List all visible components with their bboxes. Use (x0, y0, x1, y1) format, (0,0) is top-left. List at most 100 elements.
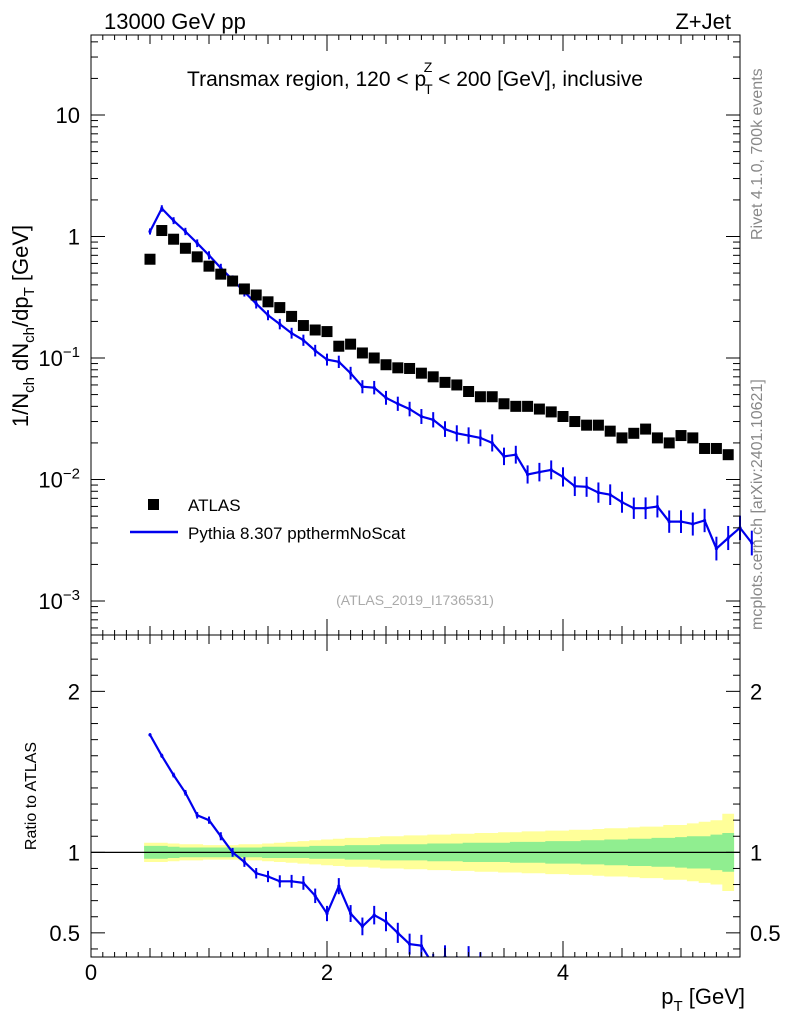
atlas-point (451, 379, 463, 391)
atlas-point (581, 419, 593, 431)
pythia-point (703, 518, 707, 523)
pythia-point (372, 386, 376, 390)
pythia-point (384, 396, 388, 400)
atlas-point (144, 253, 156, 265)
rivet-label: Rivet 4.1.0, 700k events (749, 68, 766, 240)
main-ytick-label: 10 (56, 103, 80, 128)
legend-atlas-label: ATLAS (188, 496, 241, 515)
process-label: Z+Jet (675, 9, 731, 34)
pythia-point (726, 536, 730, 540)
atlas-point (640, 423, 652, 435)
pythia-point (431, 418, 435, 422)
atlas-point (345, 338, 357, 350)
main-ytick-label: 10−1 (38, 344, 80, 371)
ratio-xlabel: pT [GeV] (661, 984, 745, 1015)
atlas-point (415, 367, 427, 379)
atlas-point (522, 400, 534, 412)
atlas-point (404, 362, 416, 374)
ratio-ylabel: Ratio to ATLAS (23, 742, 40, 850)
pythia-point (549, 468, 553, 472)
atlas-point (663, 437, 675, 449)
pythia-point (301, 338, 305, 342)
ratio-point (325, 911, 329, 916)
atlas-point (498, 398, 510, 410)
ratio-point (231, 850, 235, 854)
pythia-point (337, 360, 341, 364)
atlas-point (297, 320, 309, 332)
ratio-point (160, 754, 164, 758)
ratio-point (278, 879, 282, 883)
pythia-point (278, 322, 282, 326)
pythia-series-line (149, 206, 753, 551)
title-sub: T (424, 81, 433, 97)
main-panel: 10 1 10−1 10−2 10−3 Transmax region, 120 < p… (8, 34, 754, 636)
atlas-point (392, 362, 404, 374)
pythia-point (467, 433, 471, 438)
pythia-point (313, 349, 317, 353)
main-ytick-label: 10−3 (38, 587, 80, 614)
atlas-point (463, 386, 475, 398)
atlas-point (309, 324, 321, 336)
ratio-point (172, 773, 176, 777)
main-axes: 10 1 10−1 10−2 10−3 (38, 35, 741, 635)
ratio-point (219, 834, 223, 838)
atlas-point (262, 296, 274, 308)
ratio-xtick-label: 0 (85, 960, 97, 985)
atlas-point (545, 406, 557, 418)
pythia-point (620, 500, 624, 504)
atlas-point (356, 347, 368, 359)
ratio-point (372, 913, 376, 917)
atlas-point (238, 283, 250, 295)
ratio-xtick-label: 2 (321, 960, 333, 985)
atlas-point (651, 432, 663, 444)
ratio-point (479, 963, 482, 966)
ratio-point (455, 967, 458, 970)
atlas-point (533, 403, 545, 415)
pythia-point (537, 470, 542, 474)
ratio-point (419, 944, 423, 948)
pythia-point (514, 453, 518, 457)
pythia-point (408, 407, 412, 411)
title-sup: Z (424, 59, 433, 75)
ratio-point (242, 860, 246, 864)
pythia-point (655, 504, 660, 509)
legend-atlas-marker (148, 499, 159, 510)
pythia-point (750, 541, 754, 545)
ratio-point (195, 813, 199, 817)
atlas-point (699, 442, 711, 454)
atlas-point (675, 430, 687, 442)
ratio-plot-content (91, 733, 740, 970)
atlas-point (592, 419, 604, 431)
atlas-point (557, 411, 569, 423)
ratio-point (266, 874, 270, 879)
ratio-ytick-label: 1 (68, 840, 80, 865)
ratio-ytick-label-right: 2 (750, 679, 762, 704)
main-frame (90, 34, 741, 636)
ratio-point (313, 894, 317, 898)
pythia-point (419, 414, 423, 419)
atlas-point (227, 275, 239, 287)
pythia-point (573, 484, 577, 488)
atlas-point (604, 425, 616, 437)
atlas-point (628, 427, 640, 439)
mcplots-label: mcplots.cern.ch [arXiv:2401.10621] (749, 379, 766, 630)
main-ytick-label: 10−2 (38, 466, 80, 493)
atlas-point (179, 242, 191, 254)
pythia-point (183, 229, 187, 234)
pythia-point (608, 493, 612, 497)
ratio-panel: 0.5 0.5 1 1 2 2 0 2 4 Ratio to ATLAS pT [GeV] (23, 634, 781, 1015)
pythia-point (349, 371, 353, 375)
pythia-point (160, 206, 164, 211)
atlas-point (439, 376, 451, 388)
ratio-point (290, 879, 294, 883)
pythia-point (266, 313, 270, 317)
atlas-point (274, 302, 286, 314)
atlas-point (427, 371, 439, 383)
atlas-point (168, 233, 180, 245)
ratio-axes: 0.5 0.5 1 1 2 2 0 2 4 (49, 635, 781, 985)
atlas-point (215, 268, 227, 280)
ratio-ytick-label: 2 (68, 679, 80, 704)
pythia-point (360, 385, 364, 389)
atlas-point (203, 260, 215, 272)
